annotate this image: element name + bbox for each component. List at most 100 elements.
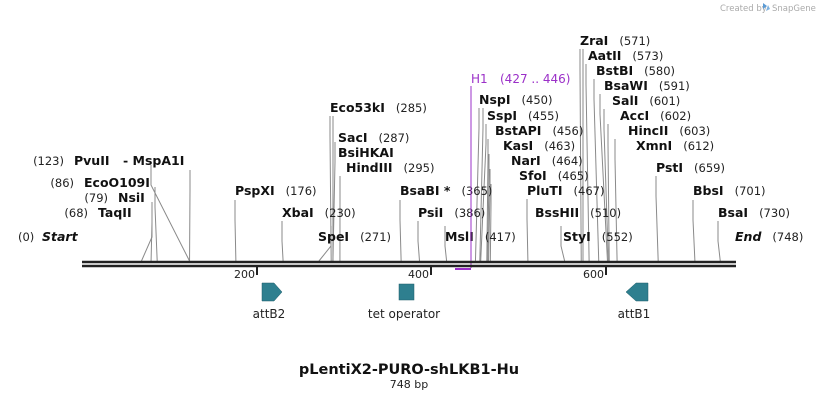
site-position: (0) [18,230,34,244]
site-pluti[interactable]: PluTI (467) [527,183,604,198]
site-position: (455) [528,109,559,123]
leader-line [150,165,190,262]
site-position: (79) [84,191,108,205]
leader-line [281,221,284,262]
site-position: (365) [461,184,492,198]
site-position: (417) [485,230,516,244]
site-acci[interactable]: AccI (602) [620,108,691,123]
site-sspi[interactable]: SspI (455) [487,108,559,123]
site-name: BbsI [693,183,724,198]
site-pvuii[interactable]: (123) PvuII [33,153,109,168]
site-name: HincII [628,123,668,138]
site-nspi[interactable]: NspI (450) [479,92,552,107]
site-start[interactable]: (0) Start [18,229,79,244]
leader-line [140,217,153,262]
site-name: BsaI [718,205,748,220]
site-bsai[interactable]: BsaI (730) [718,205,790,220]
site-position: (467) [574,184,605,198]
site-position: (285) [396,101,427,115]
leader-line [526,199,529,262]
primer-name: H1 [471,72,488,86]
leader-line [154,187,158,262]
site-xmni[interactable]: XmnI (612) [636,138,714,153]
site-name: PstI [656,160,683,175]
site-name: AatII [588,48,621,63]
site-position: (465) [558,169,589,183]
feature-tet-operator[interactable]: tet operator [368,283,440,321]
site-xbai[interactable]: XbaI (230) [282,205,356,220]
site-position: (580) [644,64,675,78]
site-position: (386) [454,206,485,220]
leader-line [487,154,490,262]
site-pspxi[interactable]: PspXI (176) [235,183,317,198]
site-bsshii[interactable]: BssHII (510) [535,205,621,220]
leader-line [655,176,659,262]
leader-line [599,94,608,262]
brand-text: SnapGene [772,4,816,14]
site-sali[interactable]: SalI (601) [612,93,680,108]
site-bsihkai[interactable]: BsiHKAI [338,145,394,160]
leader-line [585,64,590,262]
site-zrai[interactable]: ZraI (571) [580,33,650,48]
box-icon [398,283,415,301]
site-mspa1i[interactable]: - MspA1I [123,153,184,168]
site-position: (748) [772,230,803,244]
ruler-label-400: 400 [408,268,429,281]
site-name: TaqII [98,205,132,220]
site-position: (68) [64,206,88,220]
leader-line [614,139,618,262]
site-hincii[interactable]: HincII (603) [628,123,710,138]
site-position: (591) [659,79,690,93]
site-position: (230) [325,206,356,220]
site-name: BsaBI * [400,183,451,198]
leader-line [150,202,153,262]
site-name: Eco53kI [330,100,385,115]
leader-line [329,116,332,262]
primer-h1[interactable]: H1 (427 .. 446) [455,72,570,270]
site-saci[interactable]: SacI (287) [338,130,409,145]
site-end[interactable]: End (748) [735,229,803,244]
site-position: (271) [360,230,391,244]
site-hindiii[interactable]: HindIII (295) [346,160,434,175]
feature-label: attB2 [253,307,286,321]
site-bsawi[interactable]: BsaWI (591) [604,78,690,93]
site-eco53ki[interactable]: Eco53kI (285) [330,100,427,115]
feature-attb2[interactable]: attB2 [253,282,286,321]
site-position: (456) [552,124,583,138]
ruler-label-200: 200 [234,268,255,281]
leader-lines [140,49,721,262]
site-name: MslI [445,229,474,244]
primer-range: (427 .. 446) [500,72,570,86]
leader-line [479,108,484,262]
leader-line [593,79,600,262]
site-bsabi[interactable]: BsaBI * (365) [400,183,492,198]
leader-line [579,49,582,262]
feature-attb1[interactable]: attB1 [618,282,651,321]
site-aatii[interactable]: AatII (573) [588,48,663,63]
site-spei[interactable]: SpeI (271) [318,229,391,244]
ruler: 200 400 600 [234,266,607,281]
site-psti[interactable]: PstI (659) [656,160,725,175]
site-psii[interactable]: PsiI (386) [418,205,485,220]
site-position: (86) [50,176,74,190]
site-bstbi[interactable]: BstBI (580) [596,63,675,78]
site-styi[interactable]: StyI (552) [563,229,633,244]
map-title: pLentiX2-PURO-shLKB1-Hu [299,362,519,378]
leader-line [560,226,566,262]
site-sfoi[interactable]: SfoI (465) [519,168,589,183]
site-position: (573) [632,49,663,63]
site-kasi[interactable]: KasI (463) [503,138,575,153]
site-labels: (0) Start (68) TaqII(79) NsiI (86) EcoO109I (12… [18,33,803,244]
site-taqii[interactable]: (68) TaqII [64,205,131,220]
site-msli[interactable]: MslI (417) [445,229,516,244]
snapgene-logo-icon [763,3,770,11]
site-bstapi[interactable]: BstAPI (456) [495,123,583,138]
leader-line [474,108,480,262]
site-position: (612) [683,139,714,153]
site-ecoo109i[interactable]: (86) EcoO109I [50,175,150,190]
site-bbsi[interactable]: BbsI (701) [693,183,766,198]
site-nari[interactable]: NarI (464) [511,153,583,168]
site-nsii[interactable]: (79) NsiI [84,190,144,205]
site-position: (730) [759,206,790,220]
leader-line [692,200,696,262]
